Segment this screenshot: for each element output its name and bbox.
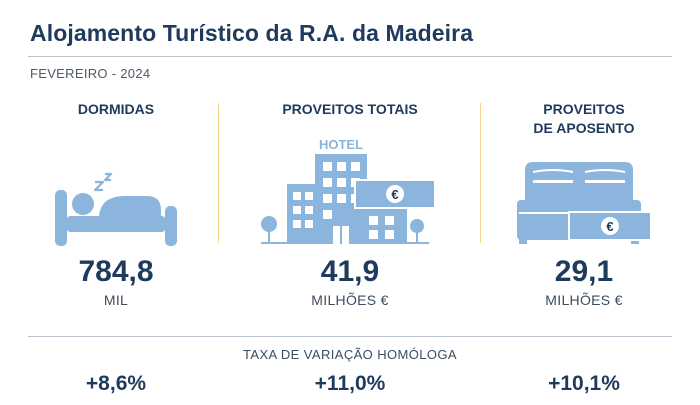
dormidas-unit: MIL: [103, 292, 129, 308]
variation-label: TAXA DE VARIAÇÃO HOMÓLOGA: [243, 347, 457, 362]
sleeping-person-bed-icon: [21, 140, 211, 250]
dormidas-variation: +8,6%: [85, 372, 147, 395]
column-dormidas: DORMIDAS: [21, 100, 211, 140]
heading-line-2: DE APOSENTO: [533, 120, 635, 136]
proveitos-aposento-value: 29,1: [554, 255, 614, 288]
column-heading: PROVEITOS DE APOSENTO: [489, 100, 679, 140]
column-heading: DORMIDAS: [77, 101, 155, 117]
proveitos-aposento-unit: MILHÕES €: [545, 292, 623, 308]
proveitos-totais-value: 41,9: [320, 255, 380, 288]
period-label: FEVEREIRO - 2024: [30, 66, 151, 81]
hotel-sign-text: HOTEL: [319, 140, 363, 152]
column-heading: PROVEITOS TOTAIS: [282, 101, 418, 117]
column-divider: [218, 103, 219, 243]
proveitos-totais-variation: +11,0%: [314, 372, 386, 395]
proveitos-totais-unit: MILHÕES €: [311, 292, 389, 308]
page-title: Alojamento Turístico da R.A. da Madeira: [30, 20, 474, 46]
column-proveitos-totais: PROVEITOS TOTAIS: [255, 100, 445, 140]
heading-line-1: PROVEITOS: [543, 101, 625, 117]
variation-divider: [28, 336, 672, 337]
title-divider: [28, 56, 672, 57]
column-divider: [480, 103, 481, 243]
double-bed-euro-icon: €: [489, 140, 679, 250]
dormidas-value: 784,8: [78, 255, 154, 288]
column-proveitos-aposento: PROVEITOS DE APOSENTO: [489, 100, 679, 140]
euro-symbol: €: [606, 219, 613, 234]
hotel-building-euro-icon: HOTEL €: [255, 140, 445, 250]
proveitos-aposento-variation: +10,1%: [548, 372, 620, 395]
euro-symbol: €: [391, 187, 398, 202]
